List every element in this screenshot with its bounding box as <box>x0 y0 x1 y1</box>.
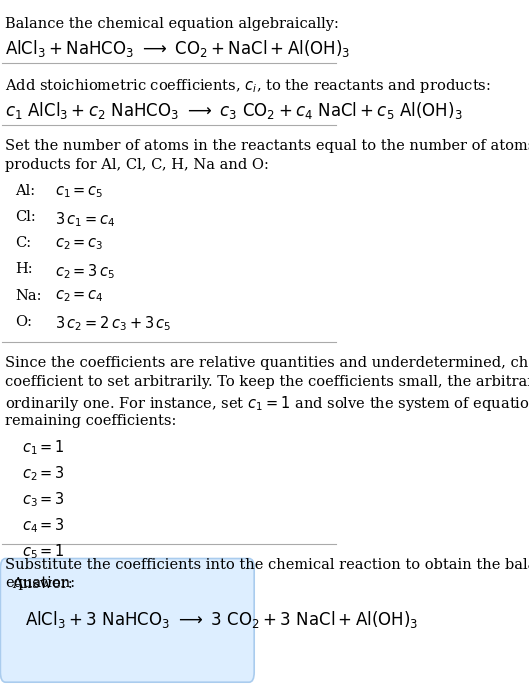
Text: Answer:: Answer: <box>12 577 73 591</box>
Text: $3\,c_1 = c_4$: $3\,c_1 = c_4$ <box>56 210 116 229</box>
Text: Na:: Na: <box>15 289 42 302</box>
Text: $c_2 = c_4$: $c_2 = c_4$ <box>56 289 104 304</box>
Text: Balance the chemical equation algebraically:: Balance the chemical equation algebraica… <box>5 17 339 31</box>
Text: $c_2 = 3\,c_5$: $c_2 = 3\,c_5$ <box>56 262 116 281</box>
Text: products for Al, Cl, C, H, Na and O:: products for Al, Cl, C, H, Na and O: <box>5 158 269 172</box>
Text: Set the number of atoms in the reactants equal to the number of atoms in the: Set the number of atoms in the reactants… <box>5 139 529 153</box>
Text: $3\,c_2 = 2\,c_3 + 3\,c_5$: $3\,c_2 = 2\,c_3 + 3\,c_5$ <box>56 315 172 333</box>
Text: Substitute the coefficients into the chemical reaction to obtain the balanced: Substitute the coefficients into the che… <box>5 558 529 572</box>
Text: O:: O: <box>15 315 32 328</box>
Text: $\mathrm{AlCl_3 + NaHCO_3 \ \longrightarrow \ CO_2 + NaCl + Al(OH)_3}$: $\mathrm{AlCl_3 + NaHCO_3 \ \longrightar… <box>5 38 351 59</box>
Text: $c_2 = 3$: $c_2 = 3$ <box>22 464 65 483</box>
Text: C:: C: <box>15 236 32 250</box>
Text: Add stoichiometric coefficients, $c_i$, to the reactants and products:: Add stoichiometric coefficients, $c_i$, … <box>5 77 491 95</box>
Text: equation:: equation: <box>5 576 76 590</box>
Text: ordinarily one. For instance, set $c_1 = 1$ and solve the system of equations fo: ordinarily one. For instance, set $c_1 =… <box>5 394 529 414</box>
Text: $c_1\ \mathrm{AlCl_3} + c_2\ \mathrm{NaHCO_3} \ \longrightarrow \ c_3\ \mathrm{C: $c_1\ \mathrm{AlCl_3} + c_2\ \mathrm{NaH… <box>5 100 463 121</box>
Text: Since the coefficients are relative quantities and underdetermined, choose a: Since the coefficients are relative quan… <box>5 356 529 370</box>
Text: $c_4 = 3$: $c_4 = 3$ <box>22 517 65 535</box>
Text: $c_5 = 1$: $c_5 = 1$ <box>22 543 65 561</box>
Text: $c_1 = c_5$: $c_1 = c_5$ <box>56 184 104 200</box>
Text: Cl:: Cl: <box>15 210 36 224</box>
Text: $c_2 = c_3$: $c_2 = c_3$ <box>56 236 104 252</box>
Text: Al:: Al: <box>15 184 35 198</box>
Text: $c_3 = 3$: $c_3 = 3$ <box>22 491 65 509</box>
Text: $c_1 = 1$: $c_1 = 1$ <box>22 438 65 457</box>
Text: H:: H: <box>15 262 33 276</box>
Text: coefficient to set arbitrarily. To keep the coefficients small, the arbitrary va: coefficient to set arbitrarily. To keep … <box>5 375 529 389</box>
Text: remaining coefficients:: remaining coefficients: <box>5 414 177 427</box>
Text: $\mathrm{AlCl_3 + 3\ NaHCO_3 \ \longrightarrow \ 3\ CO_2 + 3\ NaCl + Al(OH)_3}$: $\mathrm{AlCl_3 + 3\ NaHCO_3 \ \longrigh… <box>25 609 419 630</box>
FancyBboxPatch shape <box>1 559 254 682</box>
